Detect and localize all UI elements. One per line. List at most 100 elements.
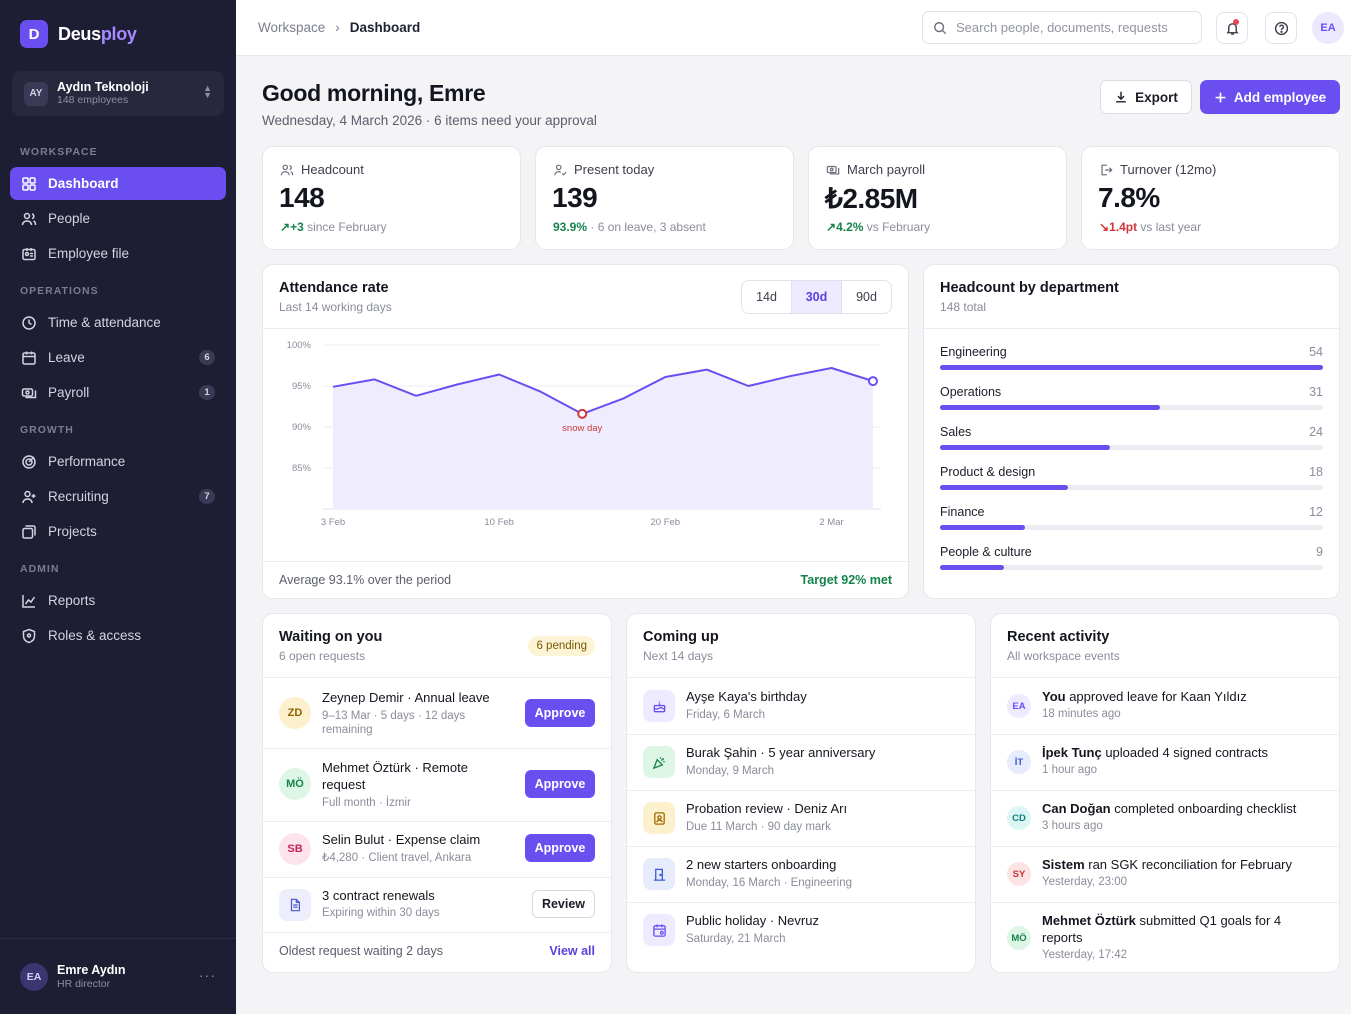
stat-note: · 6 on leave, 3 absent bbox=[587, 220, 706, 234]
user-plus-icon bbox=[22, 490, 36, 503]
view-all-link[interactable]: View all bbox=[549, 944, 595, 958]
request-title: Selin Bulut · Expense claim bbox=[322, 832, 481, 847]
divider bbox=[924, 328, 1339, 329]
breadcrumb-workspace[interactable]: Workspace bbox=[258, 20, 326, 35]
stat-delta: +3 bbox=[290, 220, 304, 234]
export-button[interactable]: Export bbox=[1100, 80, 1192, 114]
review-button[interactable]: Review bbox=[532, 890, 595, 918]
list-item[interactable]: Public holiday · Nevruz Saturday, 21 Mar… bbox=[627, 903, 975, 959]
section-admin: ADMIN bbox=[20, 563, 60, 575]
department-bar-track bbox=[940, 525, 1323, 530]
section-workspace: WORKSPACE bbox=[20, 146, 98, 158]
avatar[interactable]: EA bbox=[1312, 12, 1344, 44]
approve-button[interactable]: Approve bbox=[525, 834, 595, 862]
approve-button[interactable]: Approve bbox=[525, 770, 595, 798]
list-item[interactable]: MÖ Mehmet Öztürk submitted Q1 goals for … bbox=[991, 903, 1339, 973]
range-30d[interactable]: 30d bbox=[792, 281, 842, 313]
user-check-icon bbox=[554, 164, 567, 176]
user-profile[interactable]: EA Emre Aydın HR director ··· bbox=[0, 938, 236, 1014]
sidebar-item-label: Reports bbox=[48, 593, 96, 608]
card-subtitle: All workspace events bbox=[1007, 649, 1120, 663]
department-card: Headcount by department 148 total Engine… bbox=[923, 264, 1340, 599]
search-icon bbox=[934, 21, 947, 34]
activity-text: You approved leave for Kaan Yıldız bbox=[1042, 689, 1247, 706]
payroll-count-badge: 1 bbox=[199, 385, 215, 400]
activity-time: 3 hours ago bbox=[1042, 820, 1103, 832]
list-item[interactable]: Ayşe Kaya's birthday Friday, 6 March bbox=[627, 678, 975, 734]
list-item[interactable]: Burak Şahin · 5 year anniversary Monday,… bbox=[627, 735, 975, 791]
department-row[interactable]: Engineering 54 bbox=[940, 345, 1323, 370]
search-input[interactable]: Search people, documents, requests bbox=[922, 11, 1202, 44]
list-item[interactable]: SY Sistem ran SGK reconciliation for Feb… bbox=[991, 847, 1339, 903]
sidebar-item-time-attendance[interactable]: Time & attendance bbox=[10, 306, 226, 339]
divider bbox=[263, 328, 908, 329]
request-detail: ₺4,280 · Client travel, Ankara bbox=[322, 852, 472, 864]
sidebar-item-people[interactable]: People bbox=[10, 202, 226, 235]
activity-action: uploaded 4 signed contracts bbox=[1101, 745, 1268, 760]
logo-mark: D bbox=[20, 20, 48, 48]
sidebar-item-reports[interactable]: Reports bbox=[10, 584, 226, 617]
sidebar-item-projects[interactable]: Projects bbox=[10, 515, 226, 548]
arrow-up-right-icon: ↗ bbox=[280, 220, 291, 234]
sidebar-item-leave[interactable]: Leave 6 bbox=[10, 341, 226, 374]
divider bbox=[627, 677, 975, 678]
list-item[interactable]: EA You approved leave for Kaan Yıldız 18… bbox=[991, 678, 1339, 734]
range-90d[interactable]: 90d bbox=[856, 290, 877, 304]
avatar: EA bbox=[1007, 694, 1031, 718]
sidebar-item-roles-access[interactable]: Roles & access bbox=[10, 619, 226, 652]
department-row[interactable]: Operations 31 bbox=[940, 385, 1323, 410]
activity-card: Recent activity All workspace events EA … bbox=[990, 613, 1340, 973]
approve-button[interactable]: Approve bbox=[525, 699, 595, 727]
list-item[interactable]: 2 new starters onboarding Monday, 16 Mar… bbox=[627, 847, 975, 903]
area-fill bbox=[333, 368, 873, 509]
stat-note: since February bbox=[303, 220, 387, 234]
leave-count-badge: 6 bbox=[199, 350, 215, 365]
annotation-marker bbox=[577, 408, 588, 419]
notifications-button[interactable] bbox=[1216, 12, 1248, 44]
sidebar-item-employee-file[interactable]: Employee file bbox=[10, 237, 226, 270]
card-subtitle: 6 open requests bbox=[279, 649, 366, 663]
activity-action: completed onboarding checklist bbox=[1110, 801, 1297, 816]
department-count: 54 bbox=[1309, 345, 1323, 359]
divider bbox=[627, 734, 975, 735]
help-button[interactable] bbox=[1265, 12, 1297, 44]
department-row[interactable]: Product & design 18 bbox=[940, 465, 1323, 490]
list-item[interactable]: CD Can Doğan completed onboarding checkl… bbox=[991, 791, 1339, 847]
event-date: Saturday, 21 March bbox=[686, 933, 786, 945]
range-14d[interactable]: 14d bbox=[742, 281, 792, 313]
more-icon[interactable]: ··· bbox=[199, 967, 216, 983]
sidebar-item-payroll[interactable]: Payroll 1 bbox=[10, 376, 226, 409]
target-icon bbox=[22, 454, 36, 469]
sidebar-item-label: Performance bbox=[48, 454, 126, 469]
help-icon bbox=[1274, 21, 1288, 35]
list-item: ZD Zeynep Demir · Annual leave 9–13 Mar … bbox=[263, 678, 611, 748]
recruiting-count-badge: 7 bbox=[199, 489, 215, 504]
divider bbox=[627, 790, 975, 791]
activity-action: submitted Q1 goals for 4 reports bbox=[1042, 913, 1282, 945]
id-card-icon bbox=[22, 247, 36, 260]
divider bbox=[627, 902, 975, 903]
card-title: Coming up bbox=[643, 629, 719, 645]
department-count: 24 bbox=[1309, 425, 1323, 439]
activity-text: Sistem ran SGK reconciliation for Februa… bbox=[1042, 857, 1292, 874]
avatar: EA bbox=[20, 962, 48, 991]
sidebar-item-performance[interactable]: Performance bbox=[10, 445, 226, 478]
divider bbox=[263, 677, 611, 678]
stat-note: vs last year bbox=[1137, 220, 1202, 234]
department-row[interactable]: People & culture 9 bbox=[940, 545, 1323, 570]
avatar: İT bbox=[1007, 750, 1031, 774]
department-bar-track bbox=[940, 445, 1323, 450]
sidebar-item-dashboard[interactable]: Dashboard bbox=[10, 167, 226, 200]
activity-action: ran SGK reconciliation for February bbox=[1084, 857, 1293, 872]
divider bbox=[991, 734, 1339, 735]
department-count: 12 bbox=[1309, 505, 1323, 519]
waiting-card: Waiting on you 6 open requests 6 pending… bbox=[262, 613, 612, 973]
department-row[interactable]: Finance 12 bbox=[940, 505, 1323, 530]
sidebar-item-recruiting[interactable]: Recruiting 7 bbox=[10, 480, 226, 513]
department-row[interactable]: Sales 24 bbox=[940, 425, 1323, 450]
list-item[interactable]: Probation review · Deniz Arı Due 11 Marc… bbox=[627, 791, 975, 847]
org-switcher[interactable]: AY Aydın Teknoloji 148 employees ▲ ▼ bbox=[12, 71, 224, 116]
list-item[interactable]: İT İpek Tunç uploaded 4 signed contracts… bbox=[991, 735, 1339, 791]
brand-logo[interactable]: D Deusploy bbox=[20, 20, 137, 48]
add-employee-button[interactable]: Add employee bbox=[1200, 80, 1340, 114]
